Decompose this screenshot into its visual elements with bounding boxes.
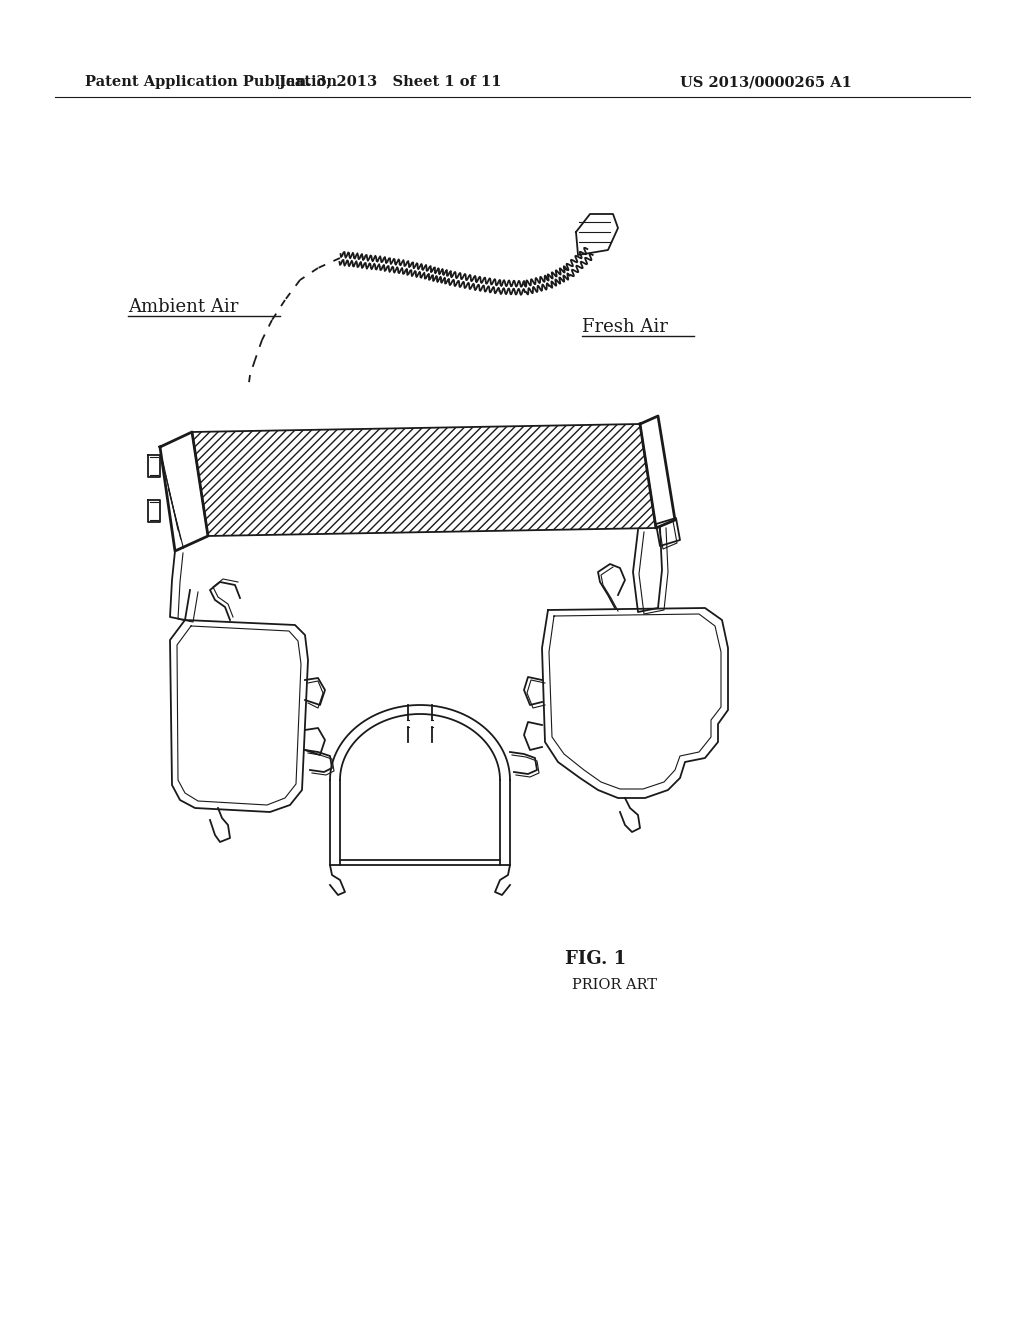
Text: PRIOR ART: PRIOR ART: [572, 978, 657, 993]
Text: FIG. 1: FIG. 1: [565, 950, 626, 968]
Polygon shape: [193, 424, 656, 536]
Text: US 2013/0000265 A1: US 2013/0000265 A1: [680, 75, 852, 88]
Text: Ambient Air: Ambient Air: [128, 298, 239, 315]
Text: Jan. 3, 2013   Sheet 1 of 11: Jan. 3, 2013 Sheet 1 of 11: [279, 75, 502, 88]
Text: Patent Application Publication: Patent Application Publication: [85, 75, 337, 88]
Text: Fresh Air: Fresh Air: [582, 318, 668, 337]
